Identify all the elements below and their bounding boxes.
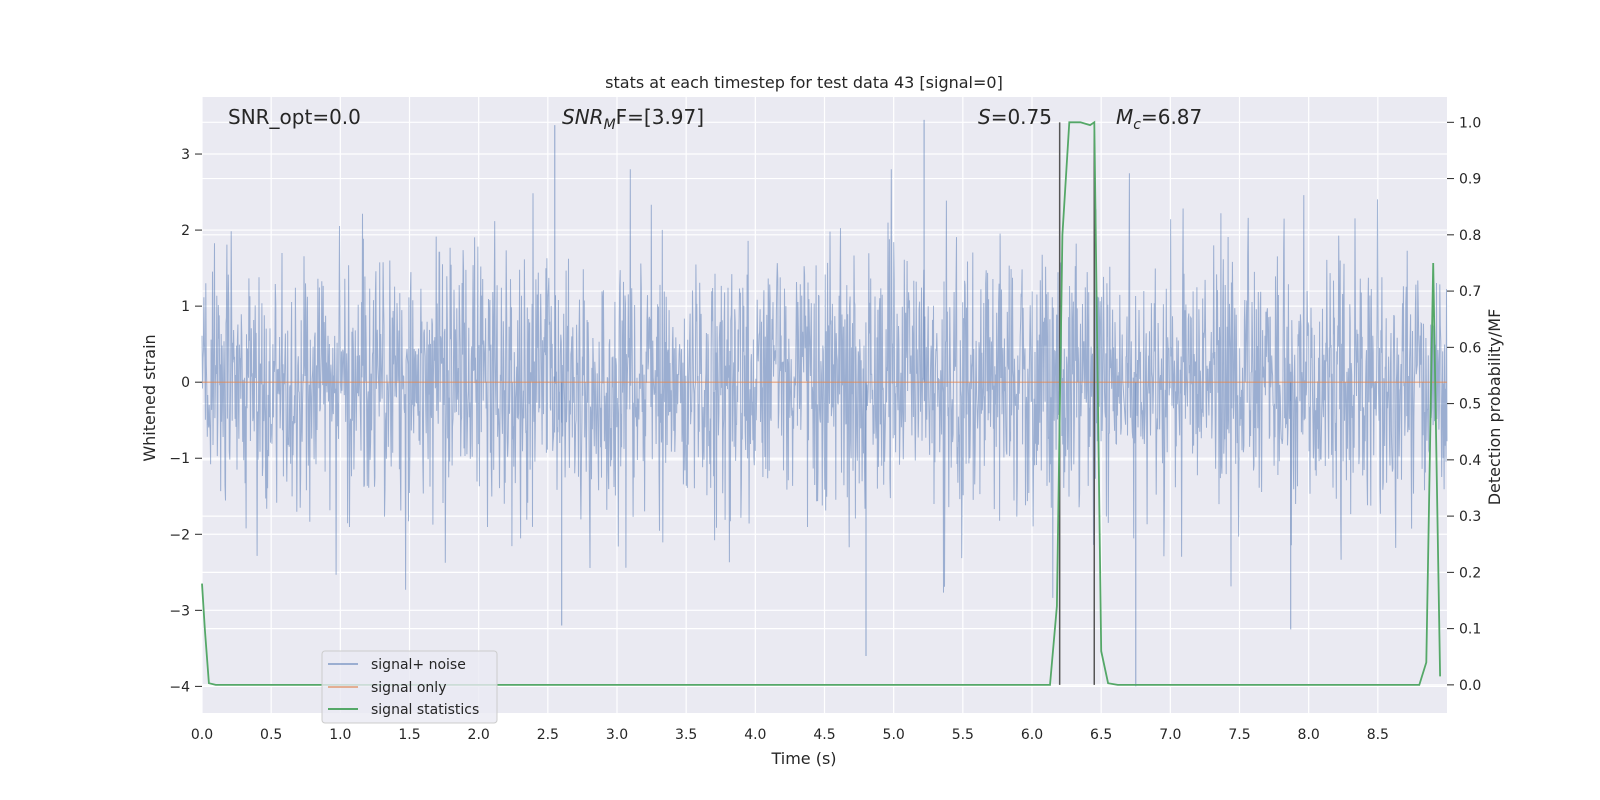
y2-tick-label: 0.7 <box>1459 284 1481 300</box>
y-tick-label: −1 <box>169 451 190 467</box>
y2-tick-label: 0.4 <box>1459 453 1481 469</box>
y-tick-label: 3 <box>181 147 190 163</box>
y-tick-label: 2 <box>181 223 190 239</box>
y2-tick-label: 0.8 <box>1459 228 1481 244</box>
x-tick-label: 8.0 <box>1298 727 1320 743</box>
y2-axis-label: Detection probability/MF <box>1485 309 1504 506</box>
y2-tick-label: 1.0 <box>1459 115 1481 131</box>
y2-axis-ticks: 1.0 0.9 0.8 0.7 0.6 0.5 0.4 0.3 0.2 0.1 0.0 <box>1447 115 1481 694</box>
x-tick-label: 1.0 <box>329 727 351 743</box>
x-tick-label: 4.0 <box>744 727 766 743</box>
y2-tick-label: 0.1 <box>1459 622 1481 638</box>
legend: signal+ noise signal only signal statist… <box>321 650 498 724</box>
y2-tick-label: 0.0 <box>1459 678 1481 694</box>
y-tick-label: 1 <box>181 299 190 315</box>
noise-trace <box>201 169 1448 598</box>
y-tick-label: −3 <box>169 603 190 619</box>
y-tick-label: −2 <box>169 527 190 543</box>
annotation-mc: Mc=6.87 <box>1116 105 1202 133</box>
x-tick-label: 0.0 <box>191 727 213 743</box>
x-tick-label: 4.5 <box>813 727 835 743</box>
x-tick-label: 6.0 <box>1021 727 1043 743</box>
series-signal-noise <box>201 119 1448 687</box>
y2-tick-label: 0.9 <box>1459 172 1481 188</box>
legend-label-signal-statistics: signal statistics <box>371 702 479 718</box>
legend-label-signal-only: signal only <box>371 680 446 696</box>
x-tick-label: 7.5 <box>1228 727 1250 743</box>
x-tick-label: 1.5 <box>398 727 420 743</box>
y-tick-label: −4 <box>169 679 190 695</box>
x-tick-label: 3.0 <box>606 727 628 743</box>
x-tick-label: 2.5 <box>537 727 559 743</box>
y2-tick-label: 0.5 <box>1459 397 1481 413</box>
x-tick-label: 3.5 <box>675 727 697 743</box>
annotation-snr-mf: SNRMF=[3.97] <box>562 105 704 133</box>
x-tick-label: 7.0 <box>1159 727 1181 743</box>
x-tick-label: 5.0 <box>883 727 905 743</box>
y2-tick-label: 0.6 <box>1459 340 1481 356</box>
x-tick-label: 6.5 <box>1090 727 1112 743</box>
legend-label-signal-noise: signal+ noise <box>371 657 466 673</box>
y-axis-label: Whitened strain <box>140 334 159 461</box>
x-tick-label: 0.5 <box>260 727 282 743</box>
x-axis-ticks: 0.0 0.5 1.0 1.5 2.0 2.5 3.0 3.5 4.0 4.5 5.0 5.5 6.0 6… <box>191 727 1389 743</box>
y2-tick-label: 0.2 <box>1459 565 1481 581</box>
y2-tick-label: 0.3 <box>1459 509 1481 525</box>
annotation-snr-opt: SNR_opt=0.0 <box>228 105 361 129</box>
signal-statistics-line <box>201 120 1441 686</box>
chart-title: stats at each timestep for test data 43 … <box>605 73 1003 92</box>
y-tick-label: 0 <box>181 375 190 391</box>
x-tick-label: 5.5 <box>952 727 974 743</box>
x-tick-label: 2.0 <box>468 727 490 743</box>
legend-box <box>321 650 498 724</box>
x-axis-label: Time (s) <box>770 749 836 768</box>
y-axis-ticks: 3 2 1 0 −1 −2 −3 −4 <box>169 147 202 695</box>
series-signal-statistics <box>201 120 1441 686</box>
x-tick-label: 8.5 <box>1367 727 1389 743</box>
annotation-s: S=0.75 <box>978 105 1052 129</box>
